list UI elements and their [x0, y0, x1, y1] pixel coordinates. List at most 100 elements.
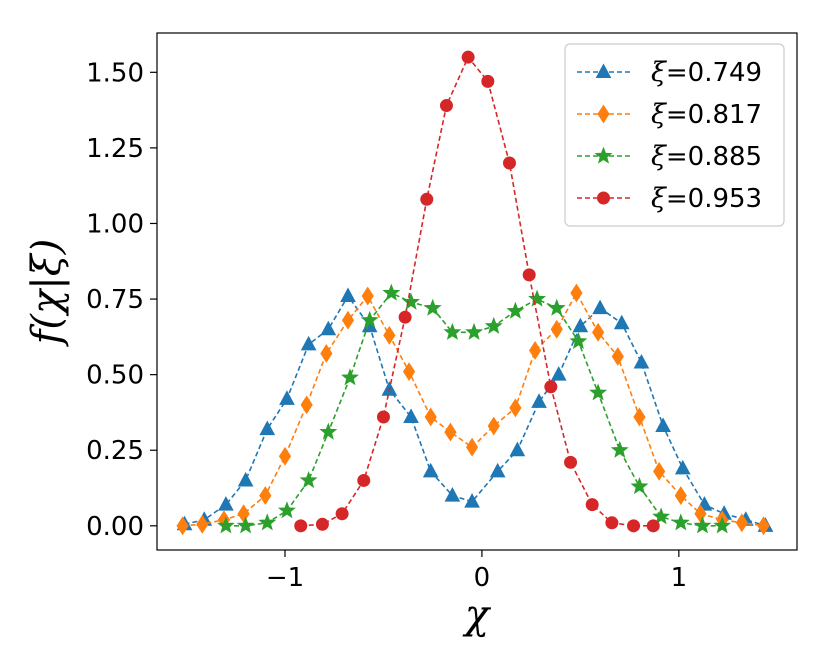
- data-point: [237, 504, 250, 524]
- data-point: [218, 496, 234, 511]
- data-point: [502, 156, 516, 170]
- data-point: [444, 487, 461, 502]
- legend-item: ξ=0.749: [577, 57, 762, 88]
- data-point: [335, 507, 349, 521]
- data-point: [671, 513, 690, 531]
- x-tick-label: 0: [474, 563, 491, 593]
- data-point: [531, 393, 547, 408]
- plot-frame: [156, 32, 798, 551]
- axes-layer: −1 0 1 0.00 0.25 0.50 0.75 1.00 1.25 1.50: [86, 58, 687, 593]
- data-point: [258, 513, 277, 531]
- series-triangle: [176, 287, 774, 532]
- data-point: [320, 344, 333, 363]
- data-point: [216, 516, 235, 534]
- data-point: [547, 298, 566, 316]
- y-tick-label: 0.50: [86, 361, 144, 391]
- data-point: [315, 517, 329, 531]
- data-point: [319, 422, 338, 440]
- data-point: [464, 493, 480, 508]
- legend-marker: [597, 191, 610, 205]
- data-point: [613, 314, 630, 330]
- data-point: [443, 322, 462, 340]
- data-point: [361, 286, 374, 306]
- data-point: [570, 283, 583, 303]
- data-point: [506, 301, 525, 319]
- data-point: [259, 420, 276, 436]
- data-point: [646, 519, 660, 533]
- data-point: [487, 416, 500, 436]
- series-layer: [176, 50, 774, 536]
- y-tick-label: 1.25: [86, 134, 144, 164]
- data-point: [341, 368, 359, 386]
- data-point: [465, 437, 479, 457]
- y-tick-label: 0.75: [86, 285, 144, 315]
- data-point: [653, 461, 666, 481]
- data-point: [383, 325, 396, 345]
- data-point: [402, 362, 416, 382]
- legend-label: ξ=0.885: [651, 141, 762, 172]
- legend-item: ξ=0.817: [577, 99, 762, 130]
- data-point: [398, 310, 412, 324]
- data-point: [550, 319, 563, 339]
- legend-label: ξ=0.817: [651, 99, 762, 130]
- data-point: [340, 287, 356, 303]
- legend-label: ξ=0.749: [651, 57, 762, 88]
- data-point: [424, 407, 437, 427]
- data-point: [592, 299, 608, 315]
- data-point: [528, 341, 542, 360]
- data-point: [403, 408, 419, 423]
- data-point: [633, 407, 646, 427]
- data-point: [693, 516, 712, 534]
- data-point: [420, 192, 434, 206]
- data-point: [481, 74, 495, 88]
- data-point: [605, 516, 619, 530]
- legend-marker: [594, 146, 613, 164]
- data-point: [589, 383, 608, 401]
- data-point: [489, 462, 506, 478]
- data-point: [674, 459, 691, 475]
- data-point: [461, 50, 475, 64]
- data-point: [341, 310, 355, 330]
- series-line: [184, 294, 766, 527]
- data-point: [196, 514, 209, 534]
- data-point: [278, 446, 292, 466]
- data-point: [528, 289, 547, 307]
- x-tick-label: −1: [266, 563, 304, 593]
- data-point: [422, 462, 439, 478]
- data-point: [444, 422, 457, 442]
- data-point: [592, 322, 605, 342]
- data-point: [509, 398, 522, 418]
- data-point: [176, 516, 189, 536]
- series-star: [216, 283, 732, 534]
- data-point: [550, 366, 567, 381]
- data-point: [633, 353, 650, 369]
- data-point: [320, 320, 337, 336]
- data-point: [236, 516, 255, 534]
- data-point: [652, 507, 671, 525]
- data-point: [610, 440, 629, 458]
- legend: ξ=0.749 ξ=0.817 ξ=0.885 ξ=0.953: [564, 43, 785, 227]
- data-point: [402, 292, 420, 310]
- x-tick-label: 1: [671, 563, 688, 593]
- data-point: [439, 99, 453, 113]
- data-point: [382, 283, 401, 301]
- legend-marker: [597, 104, 610, 124]
- y-tick-label: 0.00: [86, 512, 144, 542]
- data-point: [360, 310, 379, 328]
- data-point: [572, 317, 589, 333]
- legend-marker: [595, 63, 612, 78]
- data-point: [757, 516, 770, 536]
- legend-box: [564, 43, 785, 227]
- series-diamond: [176, 283, 770, 536]
- data-point: [735, 513, 748, 533]
- data-point: [259, 486, 272, 505]
- data-point: [674, 486, 687, 505]
- data-point: [300, 335, 317, 351]
- legend-item: ξ=0.885: [577, 141, 762, 172]
- data-point: [465, 322, 483, 340]
- data-point: [544, 380, 558, 394]
- data-point: [713, 516, 732, 534]
- data-point: [278, 501, 296, 519]
- x-axis-title: χ: [462, 592, 492, 638]
